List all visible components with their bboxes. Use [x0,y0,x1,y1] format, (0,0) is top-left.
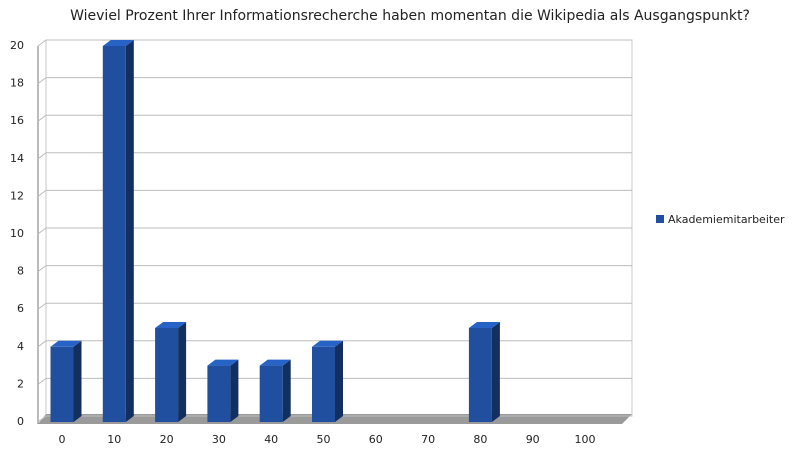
bar-top [312,340,343,347]
grid-line [37,377,632,385]
x-tick-label: 80 [473,433,487,446]
y-tick-label: 0 [17,415,24,428]
bar-front [50,346,74,422]
bar-side [491,322,500,422]
y-tick-label: 6 [17,302,24,315]
bar [50,340,82,422]
x-tick-label: 0 [59,433,66,446]
legend-swatch [656,215,664,223]
grid-line [37,415,632,423]
bar-side [178,322,187,422]
y-tick-label: 14 [10,152,24,165]
bar-top [155,322,187,328]
bar-front [468,328,492,422]
y-tick-label: 18 [10,77,24,90]
x-tick-label: 40 [264,433,278,446]
bar-top [207,359,239,366]
bar-front [155,328,179,422]
grid-line [37,114,632,122]
grid-line [37,77,632,84]
bar-top [50,340,82,347]
x-tick-label: 10 [107,433,121,446]
x-tick-label: 70 [421,433,435,446]
bar [207,359,239,422]
bar-front [102,46,126,422]
bar [259,359,291,422]
bar-side [335,340,343,422]
bar-side [73,340,82,422]
bar-front [259,365,283,422]
chart-title: Wieviel Prozent Ihrer Informationsrecher… [70,8,750,24]
y-tick-label: 2 [17,377,24,390]
bar-side [125,40,134,422]
grid-line [37,189,632,197]
bar-top [468,322,500,328]
bar [312,340,343,422]
bar-top [259,359,291,366]
legend-label: Akademiemitarbeiter [668,213,785,226]
grid-line [37,39,632,47]
y-tick-label: 20 [10,39,24,52]
x-tick-label: 20 [160,433,174,446]
bar [468,322,500,422]
x-tick-label: 50 [317,433,331,446]
bar-side [282,359,291,422]
grid-line [37,302,632,310]
grid-line [37,340,632,348]
x-tick-label: 90 [526,433,540,446]
bar-side [230,359,239,422]
y-tick-label: 16 [10,114,24,127]
y-tick-label: 10 [10,227,24,240]
bar-front [312,346,335,422]
y-tick-label: 12 [10,189,24,202]
bar-front [207,365,231,422]
x-tick-label: 60 [369,433,383,446]
y-tick-label: 8 [17,265,24,278]
grid-line [37,227,632,235]
grid-line [37,152,632,160]
bar [102,40,134,422]
bar-top [102,40,134,46]
bar [155,322,187,422]
y-tick-label: 4 [17,340,24,353]
grid-line [37,265,632,273]
x-tick-label: 30 [212,433,226,446]
x-tick-label: 100 [575,433,596,446]
